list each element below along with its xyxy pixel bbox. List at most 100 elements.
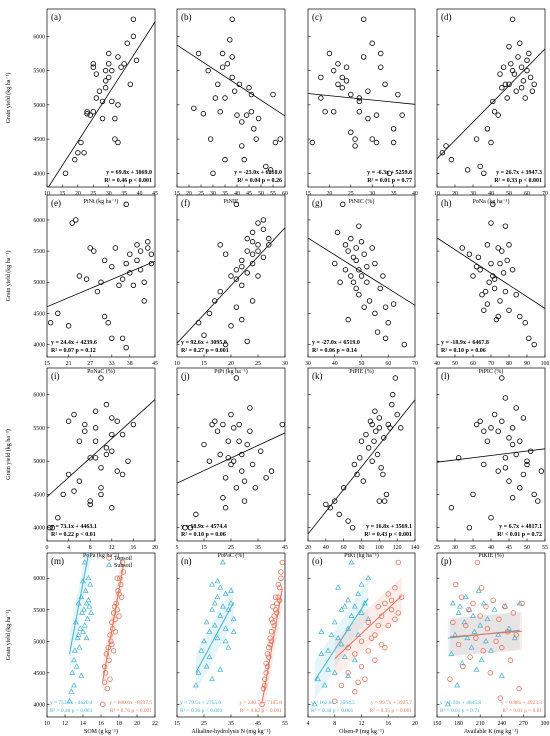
data-point <box>249 461 256 468</box>
data-point <box>390 391 396 398</box>
data-point <box>106 50 112 57</box>
stats-label: R² = 0.27 p = 0.001 <box>181 348 229 354</box>
data-point <box>73 663 80 669</box>
data-point <box>356 223 362 229</box>
data-point <box>321 682 328 688</box>
data-point <box>453 581 459 588</box>
x-tick-label: 35 <box>121 191 127 197</box>
data-point <box>72 619 79 625</box>
data-point <box>219 559 226 565</box>
data-point <box>364 279 370 285</box>
data-point <box>130 421 137 428</box>
panel-e: 15 21 27 33 38 45 4000 4500 5000 5500 6000 PoNaC (%… <box>5 194 158 375</box>
data-point <box>356 98 363 105</box>
equation-label: y = 69.8x + 3069.0 <box>106 170 152 176</box>
data-point <box>374 451 381 458</box>
data-point <box>470 491 476 498</box>
data-point <box>104 685 110 692</box>
data-point <box>222 625 229 631</box>
data-point <box>482 288 489 295</box>
data-point <box>114 468 120 474</box>
data-point <box>323 501 329 508</box>
x-tick-label: 45 <box>152 361 158 367</box>
data-point <box>457 603 463 609</box>
data-point <box>71 682 77 688</box>
data-point <box>278 575 284 581</box>
data-point <box>353 245 359 251</box>
data-point <box>102 67 109 74</box>
data-point <box>75 150 81 156</box>
x-tick-label: 10 <box>44 721 50 727</box>
x-tick-label: 30 <box>305 361 311 367</box>
data-point <box>78 139 84 146</box>
data-point <box>490 597 496 604</box>
x-tick-label: 70 <box>488 361 494 367</box>
data-point <box>392 584 398 591</box>
data-point <box>473 263 480 270</box>
data-point <box>331 669 338 675</box>
data-point <box>483 637 489 644</box>
data-point <box>201 332 207 338</box>
data-point <box>369 136 375 142</box>
plot-frame <box>176 367 286 542</box>
x-tick-label: 140 <box>411 545 420 551</box>
data-point <box>491 285 498 292</box>
data-point <box>496 616 502 622</box>
data-point <box>499 375 505 381</box>
data-point <box>491 411 498 418</box>
x-tick-label: 35 <box>222 191 228 197</box>
fit-line <box>195 602 235 673</box>
data-point <box>506 43 512 50</box>
data-point <box>98 375 104 381</box>
data-point <box>373 112 380 118</box>
data-point <box>481 307 487 313</box>
data-point <box>228 273 234 279</box>
data-point <box>334 229 341 236</box>
data-point <box>270 603 276 610</box>
data-point <box>65 418 72 424</box>
data-point <box>497 298 503 304</box>
y-tick-label: 4500 <box>33 137 45 143</box>
plot-frame <box>307 8 416 188</box>
data-point <box>502 288 509 295</box>
x-tick-label: 60 <box>282 191 288 197</box>
data-point <box>239 119 245 125</box>
data-point <box>395 91 401 98</box>
data-point <box>473 421 480 428</box>
data-point <box>357 455 363 461</box>
data-point <box>215 81 221 88</box>
panel-a: 10 15 20 25 30 35 40 45 4000 4500 5000 5500 6000 PtNt… <box>5 8 158 205</box>
data-point <box>195 320 202 326</box>
data-point <box>239 282 245 289</box>
x-axis-label: Olsen-P (mg kg⁻¹) <box>339 728 384 735</box>
data-point <box>322 108 328 115</box>
data-point <box>348 273 354 279</box>
x-tick-label: 60 <box>524 191 530 197</box>
data-point <box>455 455 462 461</box>
data-point <box>137 267 144 273</box>
data-point <box>483 603 489 610</box>
data-point <box>102 85 109 91</box>
data-point <box>107 632 113 638</box>
data-point <box>381 435 387 441</box>
data-point <box>244 270 250 276</box>
x-tick-label: 30 <box>106 191 112 197</box>
y-tick-label: 6000 <box>33 576 45 582</box>
x-tick-label: 40 <box>488 545 494 551</box>
data-point <box>212 95 219 101</box>
data-point <box>348 235 354 242</box>
data-point <box>350 279 357 285</box>
data-point <box>392 375 399 381</box>
x-axis-label: PtNIE <box>224 199 239 205</box>
x-tick-label: 15 <box>305 191 311 197</box>
data-point <box>495 313 501 320</box>
data-point <box>268 638 275 645</box>
data-point <box>513 451 519 458</box>
data-point <box>96 88 103 94</box>
data-point <box>343 78 350 84</box>
panel-label: (h) <box>441 198 452 208</box>
data-point <box>388 597 395 604</box>
data-point <box>80 578 86 584</box>
data-point <box>90 64 96 70</box>
